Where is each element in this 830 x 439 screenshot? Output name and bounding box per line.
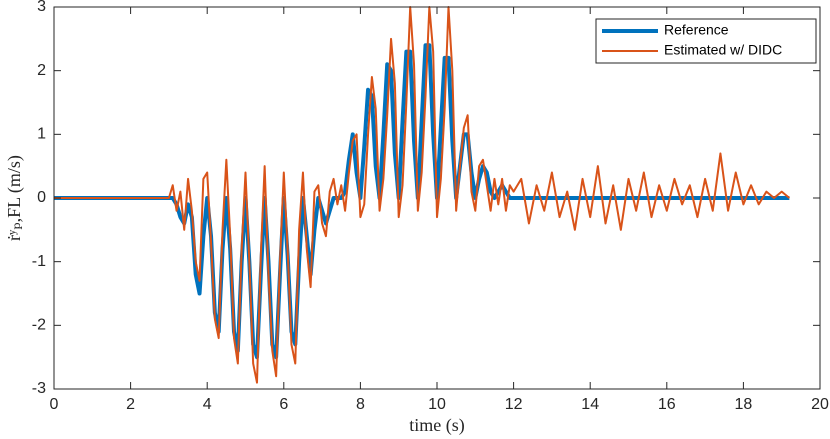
data-line — [54, 6, 790, 384]
y-tick-label: -2 — [32, 317, 46, 334]
x-tick-label: 20 — [811, 396, 829, 413]
x-tick-label: 14 — [581, 396, 599, 413]
y-axis-label: ṙʸₚ,FL (m/s) — [4, 155, 25, 241]
x-tick-label: 0 — [50, 396, 59, 413]
y-tick-label: -3 — [32, 380, 46, 397]
legend-label: Reference — [664, 22, 729, 38]
y-tick-label: 0 — [37, 189, 46, 206]
y-tick-label: -1 — [32, 253, 46, 270]
x-tick-label: 12 — [505, 396, 523, 413]
x-tick-label: 2 — [126, 396, 135, 413]
y-tick-label: 1 — [37, 126, 46, 143]
x-axis-label: time (s) — [409, 415, 465, 436]
x-tick-label: 10 — [428, 396, 446, 413]
data-line — [54, 43, 790, 360]
y-tick-label: 3 — [37, 0, 46, 15]
legend-box — [595, 18, 817, 64]
x-tick-label: 8 — [356, 396, 365, 413]
x-tick-label: 18 — [735, 396, 753, 413]
x-tick-label: 6 — [279, 396, 288, 413]
legend-label: Estimated w/ DIDC — [664, 42, 782, 58]
x-tick-label: 4 — [203, 396, 212, 413]
y-tick-label: 2 — [37, 62, 46, 79]
x-tick-label: 16 — [658, 396, 676, 413]
